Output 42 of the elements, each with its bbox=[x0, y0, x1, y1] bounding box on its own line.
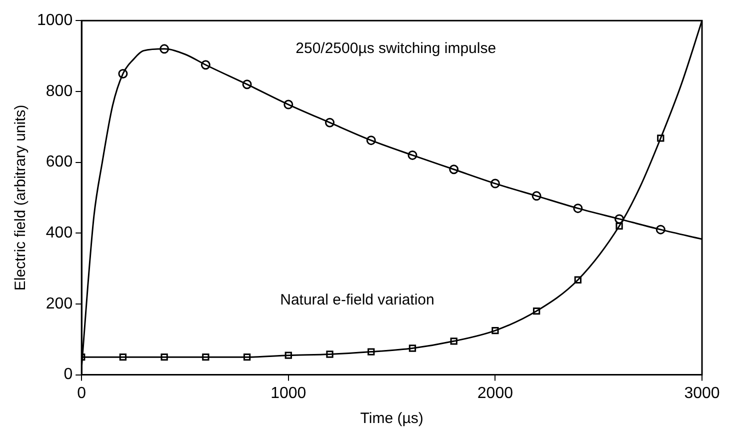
annotation: Natural e-field variation bbox=[280, 292, 434, 309]
point bbox=[118, 68, 128, 78]
point bbox=[200, 60, 210, 70]
y-tick-label: 800 bbox=[46, 82, 73, 100]
x-axis-title: Time (µs) bbox=[360, 410, 424, 428]
point bbox=[284, 352, 292, 359]
y-tick-label: 400 bbox=[46, 224, 73, 242]
x-tick-label: 0 bbox=[77, 384, 86, 402]
point bbox=[160, 354, 168, 361]
y-tick-label: 600 bbox=[46, 154, 73, 171]
point bbox=[368, 348, 375, 356]
y-axis-title: Electric field (arbitrary units) bbox=[12, 104, 30, 291]
point bbox=[574, 276, 582, 284]
y-tick-label: 200 bbox=[46, 295, 73, 312]
point bbox=[616, 222, 623, 230]
point bbox=[532, 191, 542, 201]
y-tick-label: 0 bbox=[64, 366, 73, 384]
y-tick-label: 1000 bbox=[37, 12, 73, 30]
point bbox=[450, 338, 458, 345]
point bbox=[656, 224, 666, 234]
point bbox=[408, 150, 418, 160]
x-tick-label: 3000 bbox=[684, 384, 720, 402]
point bbox=[408, 344, 416, 352]
point bbox=[325, 118, 335, 128]
point bbox=[657, 134, 664, 142]
point bbox=[243, 354, 251, 361]
point bbox=[614, 214, 624, 224]
x-tick-label: 2000 bbox=[477, 384, 514, 402]
point bbox=[366, 136, 376, 146]
point bbox=[449, 164, 459, 174]
point bbox=[573, 204, 583, 214]
point bbox=[492, 326, 499, 334]
annotation: 250/2500µs switching impulse bbox=[296, 40, 496, 58]
x-tick-label: 1000 bbox=[270, 384, 306, 402]
point bbox=[284, 100, 294, 110]
point bbox=[119, 354, 127, 361]
point bbox=[326, 350, 334, 358]
point bbox=[202, 354, 210, 361]
point bbox=[532, 307, 540, 315]
point bbox=[242, 80, 252, 90]
point bbox=[160, 44, 170, 54]
point bbox=[490, 178, 500, 188]
